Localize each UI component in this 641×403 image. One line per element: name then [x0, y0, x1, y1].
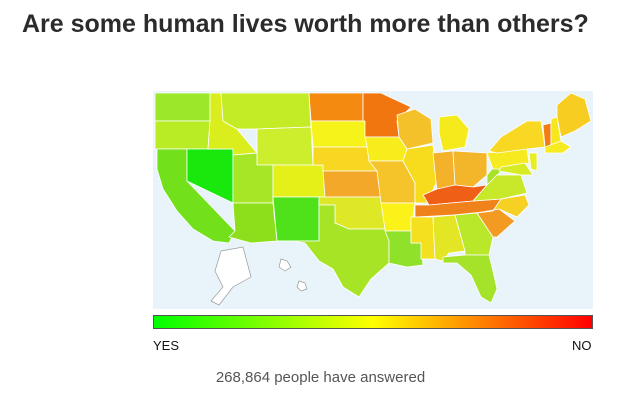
state-mi[interactable]: [438, 114, 470, 152]
state-oh[interactable]: [452, 150, 488, 188]
hawaii-outline: [278, 258, 308, 292]
state-ia[interactable]: [364, 136, 408, 162]
state-fl[interactable]: [442, 254, 498, 304]
state-or[interactable]: [154, 120, 211, 150]
state-ar[interactable]: [380, 202, 416, 232]
state-ks[interactable]: [322, 170, 382, 198]
us-map-svg: [153, 91, 593, 309]
state-tx[interactable]: [276, 204, 390, 298]
us-map: [153, 91, 593, 309]
state-nm[interactable]: [272, 196, 320, 242]
state-me[interactable]: [556, 92, 592, 138]
state-sd[interactable]: [310, 120, 368, 148]
state-mt[interactable]: [220, 92, 312, 130]
state-md[interactable]: [498, 162, 534, 176]
question-title: Are some human lives worth more than oth…: [22, 10, 589, 38]
state-ma[interactable]: [544, 140, 572, 154]
answer-count: 268,864 people have answered: [215, 369, 426, 386]
legend-max-label: NO: [572, 338, 592, 353]
state-in[interactable]: [432, 150, 456, 192]
state-nd[interactable]: [308, 92, 364, 122]
state-ny[interactable]: [488, 120, 546, 154]
state-az[interactable]: [228, 202, 278, 244]
state-il[interactable]: [402, 144, 438, 204]
legend-gradient-bar: [153, 315, 593, 329]
alaska-outline: [210, 246, 252, 306]
state-wy[interactable]: [256, 126, 314, 166]
state-nj[interactable]: [528, 152, 538, 172]
state-wa[interactable]: [154, 92, 211, 122]
legend-min-label: YES: [153, 338, 180, 353]
state-co[interactable]: [272, 164, 326, 198]
state-wi[interactable]: [396, 108, 434, 150]
